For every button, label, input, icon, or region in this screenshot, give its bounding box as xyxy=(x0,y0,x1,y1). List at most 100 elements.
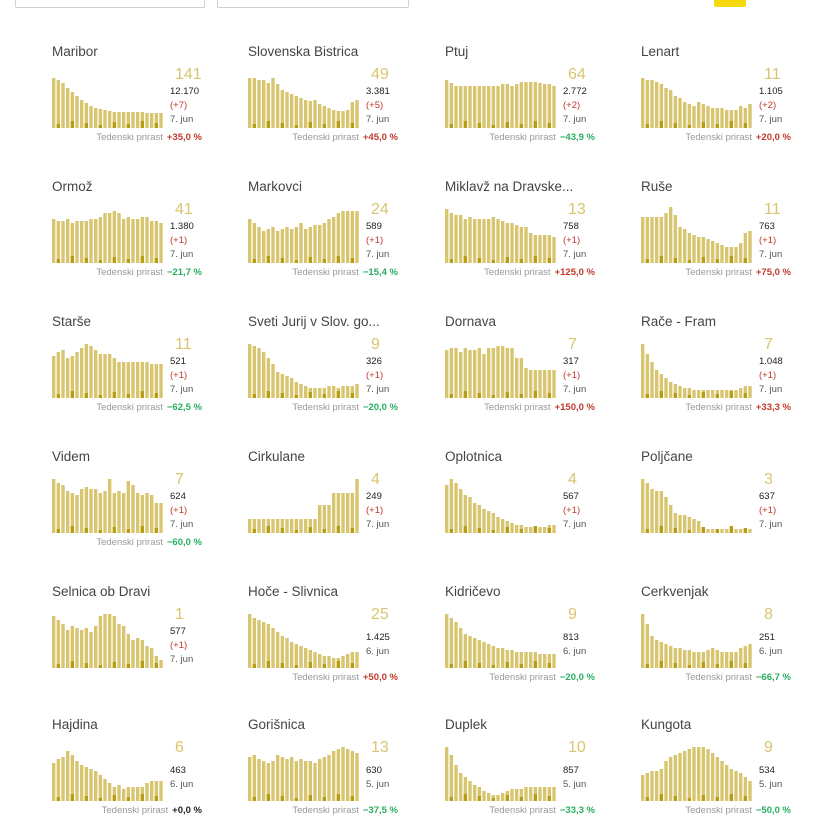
sparkline-bar xyxy=(280,519,285,533)
sparkline-bar xyxy=(683,102,687,128)
municipality-card[interactable]: Maribor 141 12.170 (+7) 7. jun Tedenski prira… xyxy=(52,44,227,164)
sparkline-bar xyxy=(56,483,61,533)
sparkline-bar xyxy=(468,781,472,801)
municipality-card[interactable]: Starše 11 521 (+1) 7. jun Tedenski prirast −62… xyxy=(52,314,227,434)
sparkline-bar xyxy=(117,362,121,398)
sparkline-bar xyxy=(678,386,682,398)
sparkline-bar xyxy=(126,787,131,801)
sparkline-bar xyxy=(445,485,449,533)
municipality-card[interactable]: Cirkulane 4 249 (+1) 7. jun xyxy=(248,449,423,569)
municipality-card[interactable]: Ruše 11 763 (+1) 7. jun Tedenski prirast +75,0… xyxy=(641,179,816,299)
sparkline-bar xyxy=(739,388,743,398)
sparkline-new-cases-bar xyxy=(477,663,482,668)
sparkline-bar xyxy=(285,759,289,801)
municipality-card[interactable]: Slovenska Bistrica 49 3.381 (+5) 7. jun Teden… xyxy=(248,44,423,164)
sparkline-bar xyxy=(459,773,463,801)
sparkline-bar xyxy=(655,82,659,128)
municipality-card[interactable]: Miklavž na Dravske... 13 758 (+1) 7. jun Tede… xyxy=(445,179,620,299)
municipality-card[interactable]: Hoče - Slivnica 25 1.425 6. jun Tedenski pri… xyxy=(248,584,423,704)
municipality-search-input[interactable]: Poišči občino xyxy=(217,0,409,8)
sparkline-bar xyxy=(75,628,79,668)
sparkline-bar xyxy=(697,747,701,801)
sparkline-new-cases-bar xyxy=(463,256,468,263)
sparkline-bar xyxy=(355,384,359,398)
sparkline-bar xyxy=(743,646,748,668)
sparkline-new-cases-bar xyxy=(140,794,145,801)
sparkline-bar xyxy=(468,350,472,398)
municipality-card[interactable]: Ptuj 64 2.772 (+2) 7. jun Tedenski prirast −43… xyxy=(445,44,620,164)
sparkline-bar xyxy=(318,654,322,668)
sparkline-bar xyxy=(75,221,79,263)
sparkline-bar xyxy=(445,80,449,128)
sparkline-new-cases-bar xyxy=(743,393,748,398)
sparkline-new-cases-bar xyxy=(308,257,313,263)
municipality-card[interactable]: Oplotnica 4 567 (+1) 7. jun xyxy=(445,449,620,569)
sparkline-bar xyxy=(94,350,98,398)
sparkline-bar xyxy=(108,479,112,533)
sparkline-bar xyxy=(505,84,510,128)
sparkline-bar xyxy=(336,493,341,533)
sparkline-new-cases-bar xyxy=(98,798,103,801)
sparkline-bar xyxy=(673,648,678,668)
sparkline-bar xyxy=(304,229,308,263)
daily-delta: (+1) xyxy=(170,370,188,381)
municipality-card[interactable]: Dornava 7 317 (+1) 7. jun Tedenski prirast +15… xyxy=(445,314,620,434)
sparkline-bar xyxy=(159,223,163,263)
total-cases: 637 xyxy=(759,491,775,502)
municipality-card[interactable]: Kidričevo 9 813 6. jun Tedenski prirast −20,0… xyxy=(445,584,620,704)
sparkline-bar xyxy=(496,648,500,668)
sparkline-new-cases-bar xyxy=(715,259,720,263)
sparkline-bar xyxy=(52,78,56,128)
municipality-card[interactable]: Lenart 11 1.105 (+2) 7. jun Tedenski prirast +… xyxy=(641,44,816,164)
weekly-growth-value: +45,0 % xyxy=(362,132,398,143)
weekly-growth: Tedenski prirast +75,0 % xyxy=(685,267,791,278)
sparkline-bar xyxy=(140,362,145,398)
sparkline-new-cases-bar xyxy=(715,394,720,398)
active-cases: 9 xyxy=(568,606,577,623)
sparkline-bar xyxy=(350,386,355,398)
sparkline-new-cases-bar xyxy=(701,122,706,128)
municipality-card[interactable]: Ormož 41 1.380 (+1) 7. jun Tedenski prirast −2… xyxy=(52,179,227,299)
sparkline-bar xyxy=(501,793,505,801)
sparkline-bar xyxy=(697,652,701,668)
sparkline-new-cases-bar xyxy=(687,665,692,668)
sparkline-bar xyxy=(650,636,654,668)
sparkline-bar xyxy=(252,346,257,398)
municipality-name: Hoče - Slivnica xyxy=(248,584,339,599)
municipality-name: Poljčane xyxy=(641,449,693,464)
sparkline-bar xyxy=(271,628,275,668)
municipality-card[interactable]: Kungota 9 534 5. jun Tedenski prirast −50,0 % xyxy=(641,717,816,837)
municipality-card[interactable]: Rače - Fram 7 1.048 (+1) 7. jun Tedenski prir… xyxy=(641,314,816,434)
municipality-card[interactable]: Cerkvenjak 8 251 6. jun Tedenski prirast −66,… xyxy=(641,584,816,704)
sparkline-bar xyxy=(112,787,117,801)
municipality-card[interactable]: Gorišnica 13 630 5. jun Tedenski prirast −37,… xyxy=(248,717,423,837)
municipality-card[interactable]: Selnica ob Dravi 1 577 (+1) 7. jun xyxy=(52,584,227,704)
sparkline-bar xyxy=(659,217,664,263)
municipality-card[interactable]: Poljčane 3 637 (+1) 7. jun xyxy=(641,449,816,569)
sparkline-bar xyxy=(262,622,266,668)
sparkline-bar xyxy=(145,113,149,128)
sparkline-bar xyxy=(332,110,336,128)
municipality-card[interactable]: Duplek 10 857 5. jun Tedenski prirast −33,3 % xyxy=(445,717,620,837)
sparkline-new-cases-bar xyxy=(126,124,131,128)
sparkline-bar xyxy=(150,495,154,533)
municipality-card[interactable]: Hajdina 6 463 6. jun Tedenski prirast +0,0 % xyxy=(52,717,227,837)
sparkline-bar xyxy=(313,388,317,398)
sparkline-bar xyxy=(729,769,734,801)
sparkline-chart xyxy=(248,344,359,398)
municipality-card[interactable]: Videm 7 624 (+1) 7. jun Tedenski prirast −60,0… xyxy=(52,449,227,569)
municipality-name: Ruše xyxy=(641,179,673,194)
sparkline-new-cases-bar xyxy=(350,663,355,668)
municipality-card[interactable]: Markovci 24 589 (+1) 7. jun Tedenski prirast −… xyxy=(248,179,423,299)
sparkline-new-cases-bar xyxy=(322,124,327,128)
sparkline-bar xyxy=(341,656,345,668)
sparkline-bar xyxy=(70,92,75,128)
sparkline-bar xyxy=(468,86,472,128)
active-cases: 9 xyxy=(764,739,773,756)
sort-button[interactable] xyxy=(714,0,746,7)
sparkline-bar xyxy=(655,771,659,801)
sparkline-bar xyxy=(89,346,93,398)
municipality-name: Oplotnica xyxy=(445,449,503,464)
municipality-card[interactable]: Sveti Jurij v Slov. go... 9 326 (+1) 7. jun T… xyxy=(248,314,423,434)
region-select[interactable]: Podravska xyxy=(15,0,205,8)
